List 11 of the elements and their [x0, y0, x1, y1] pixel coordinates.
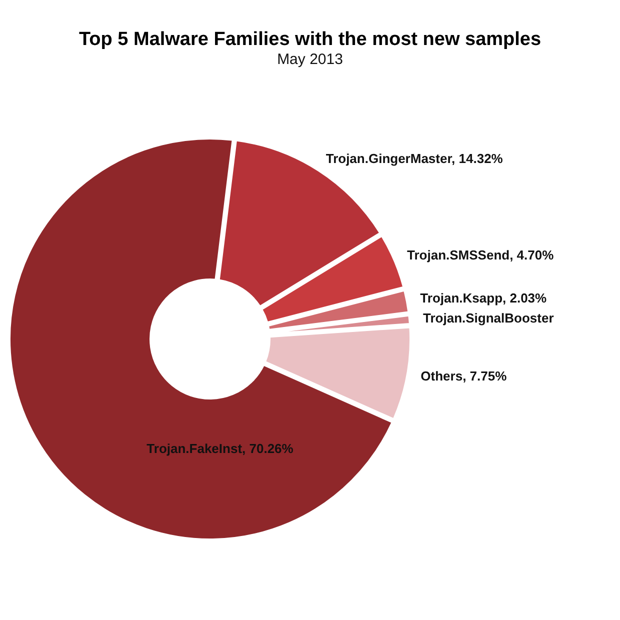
- slice-label: Trojan.FakeInst, 70.26%: [146, 441, 294, 456]
- slice-label: Trojan.SMSSend, 4.70%: [407, 247, 554, 262]
- slice-label: Others, 7.75%: [420, 368, 508, 384]
- slice-label: Trojan.SignalBooster: [423, 310, 554, 326]
- donut-slice: [265, 327, 410, 420]
- slice-label: Trojan.GingerMaster, 14.32%: [326, 151, 504, 166]
- chart-subtitle: May 2013: [277, 51, 343, 68]
- donut-slice: [262, 236, 404, 322]
- chart-title: Top 5 Malware Families with the most new samples: [78, 29, 542, 50]
- donut-slice: [268, 290, 409, 330]
- slice-label: Trojan.Ksapp, 2.03%: [420, 290, 548, 306]
